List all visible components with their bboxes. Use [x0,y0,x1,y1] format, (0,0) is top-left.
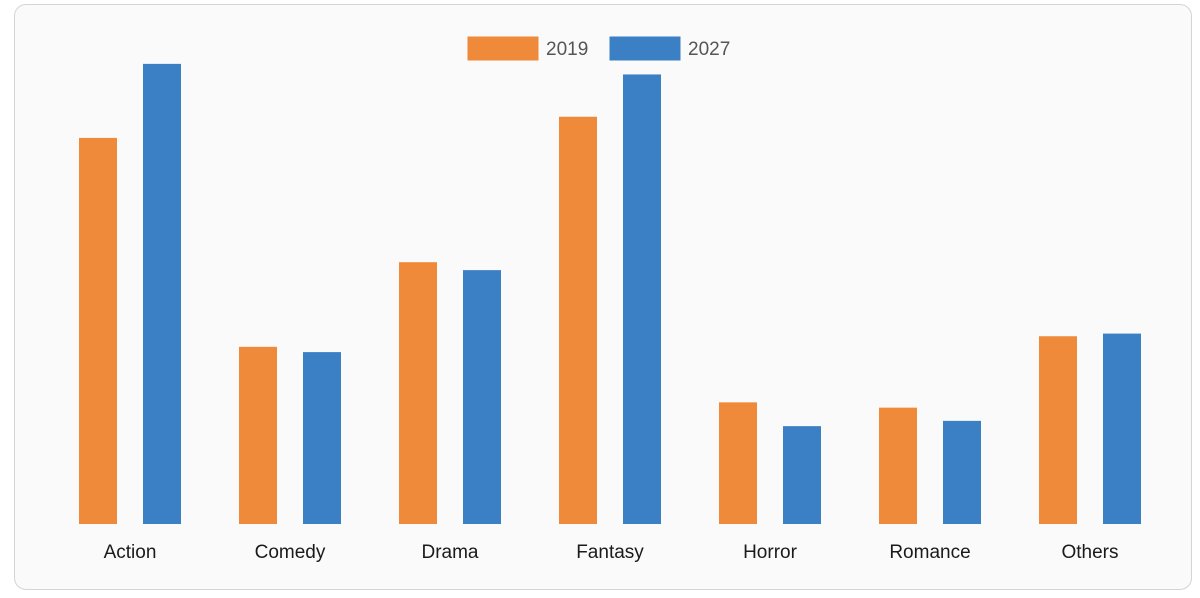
bar-drama-2019 [399,262,437,524]
legend-swatch-2019[interactable] [467,36,539,61]
bar-action-2027 [143,63,181,524]
bar-drama-2027 [463,270,501,524]
bar-fantasy-2019 [559,116,597,524]
bar-action-2019 [79,137,117,524]
x-tick-label-drama: Drama [421,542,478,563]
bar-comedy-2027 [303,352,341,524]
legend-label-2027[interactable]: 2027 [688,39,730,60]
legend-swatch-2027[interactable] [609,36,681,61]
bar-horror-2019 [719,402,757,524]
bar-romance-2019 [879,407,917,524]
bar-horror-2027 [783,426,821,524]
x-tick-label-romance: Romance [889,542,970,563]
bar-groups [79,63,1141,524]
chart-legend: 2019 2027 [467,36,730,61]
x-tick-label-others: Others [1061,542,1118,563]
legend-label-2019[interactable]: 2019 [546,39,588,60]
x-tick-label-fantasy: Fantasy [576,542,644,563]
bar-romance-2027 [943,420,981,524]
bar-others-2027 [1103,333,1141,524]
x-tick-label-comedy: Comedy [255,542,326,563]
bar-others-2019 [1039,336,1077,524]
x-axis-tick-labels: Action Comedy Drama Fantasy Horror Romance Oth… [104,542,1119,563]
bar-fantasy-2027 [623,74,661,524]
bar-comedy-2019 [239,346,277,524]
x-tick-label-horror: Horror [743,542,798,563]
x-tick-label-action: Action [104,542,157,563]
chart-card [14,4,1192,590]
